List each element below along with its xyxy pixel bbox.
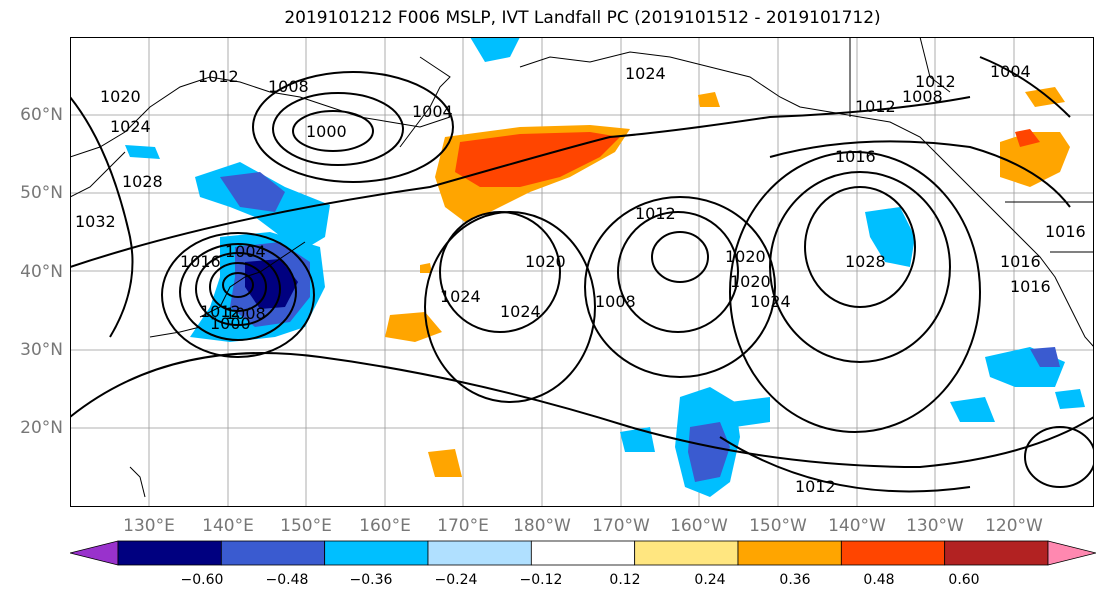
- isobar-label: 1024: [440, 287, 481, 306]
- colorbar-swatch: [117, 540, 222, 566]
- isobar-label: 1016: [835, 147, 876, 166]
- isobar-label: 1024: [110, 117, 151, 136]
- lon-label: 130°W: [906, 516, 964, 536]
- colorbar-swatch: [737, 540, 842, 566]
- lon-label: 150°W: [749, 516, 807, 536]
- lat-label: 60°N: [20, 105, 63, 125]
- colorbar-swatch: [944, 540, 1049, 566]
- lon-label: 160°W: [670, 516, 728, 536]
- isobar-label: 1000: [306, 122, 347, 141]
- isobar-label: 1024: [500, 302, 541, 321]
- isobar-label: 1020: [730, 272, 771, 291]
- colorbar-tick-label: −0.60: [180, 572, 224, 588]
- isobar-label: 1020: [525, 252, 566, 271]
- lon-label: 170°W: [592, 516, 650, 536]
- colorbar-swatch: [840, 540, 946, 566]
- colorbar-tick-label: 0.48: [863, 572, 895, 588]
- isobar-label: 1032: [75, 212, 116, 231]
- lon-label: 140°W: [828, 516, 886, 536]
- isobar-label: 1008: [225, 304, 266, 323]
- lon-label: 150°E: [280, 516, 332, 536]
- lon-label: 120°W: [985, 516, 1043, 536]
- colorbar-tick-label: −0.48: [265, 572, 309, 588]
- isobar-label: 1012: [915, 72, 956, 91]
- isobar-label: 1004: [225, 242, 266, 261]
- lon-label: 170°E: [437, 516, 489, 536]
- mslp-contours: [70, 56, 1094, 493]
- isobar-label: 1016: [1000, 252, 1041, 271]
- isobar-label: 1020: [725, 247, 766, 266]
- colorbar: [70, 540, 1096, 566]
- colorbar-swatch: [530, 540, 636, 566]
- isobar-label: 1008: [902, 87, 943, 106]
- colorbar-swatch: [427, 540, 532, 566]
- lat-label: 20°N: [20, 418, 63, 438]
- map-panel: 1012 1008 1000 1004 1020 1024 1028 1032 …: [70, 37, 1094, 507]
- coastlines: [70, 37, 1094, 498]
- isobar-label: 1028: [845, 252, 886, 271]
- isobar-label: 1012: [795, 477, 836, 496]
- isobar-label: 1016: [1010, 277, 1051, 296]
- isobar-label: 1008: [268, 77, 309, 96]
- isobar-label: 1016: [1045, 222, 1086, 241]
- isobar-label: 1016: [180, 252, 221, 271]
- isobar-label: 1000: [210, 314, 251, 333]
- colorbar-swatch: [220, 540, 326, 566]
- isobar-label: 1012: [198, 67, 239, 86]
- isobar-label: 1024: [750, 292, 791, 311]
- colorbar-swatch: [70, 540, 119, 566]
- isobar-label: 1024: [625, 64, 666, 83]
- colorbar-tick-label: 0.36: [779, 572, 811, 588]
- colorbar-swatch: [634, 540, 739, 566]
- colorbar-tick-label: −0.36: [349, 572, 393, 588]
- isobar-labels: 1012 1008 1000 1004 1020 1024 1028 1032 …: [75, 62, 1086, 496]
- lon-label: 130°E: [123, 516, 175, 536]
- lon-label: 140°E: [202, 516, 254, 536]
- colorbar-tick-label: 0.12: [609, 572, 641, 588]
- colorbar-swatch: [1047, 540, 1096, 566]
- isobar-label: 1012: [635, 204, 676, 223]
- lat-label: 30°N: [20, 340, 63, 360]
- lat-label: 50°N: [20, 183, 63, 203]
- lat-label: 40°N: [20, 262, 63, 282]
- colorbar-tick-label: 0.24: [694, 572, 726, 588]
- isobar-label: 1020: [100, 87, 141, 106]
- isobar-label: 1004: [412, 102, 453, 121]
- lon-label: 180°W: [513, 516, 571, 536]
- isobar-label: 1004: [990, 62, 1031, 81]
- map-title: 2019101212 F006 MSLP, IVT Landfall PC (2…: [284, 8, 881, 28]
- colorbar-tick-label: −0.12: [519, 572, 563, 588]
- isobar-label: 1012: [200, 302, 241, 321]
- colorbar-tick-label: 0.60: [948, 572, 980, 588]
- colorbar-swatch: [324, 540, 429, 566]
- isobar-label: 1008: [595, 292, 636, 311]
- lon-label: 160°E: [359, 516, 411, 536]
- isobar-label: 1012: [855, 97, 896, 116]
- colorbar-tick-label: −0.24: [434, 572, 478, 588]
- isobar-label: 1028: [122, 172, 163, 191]
